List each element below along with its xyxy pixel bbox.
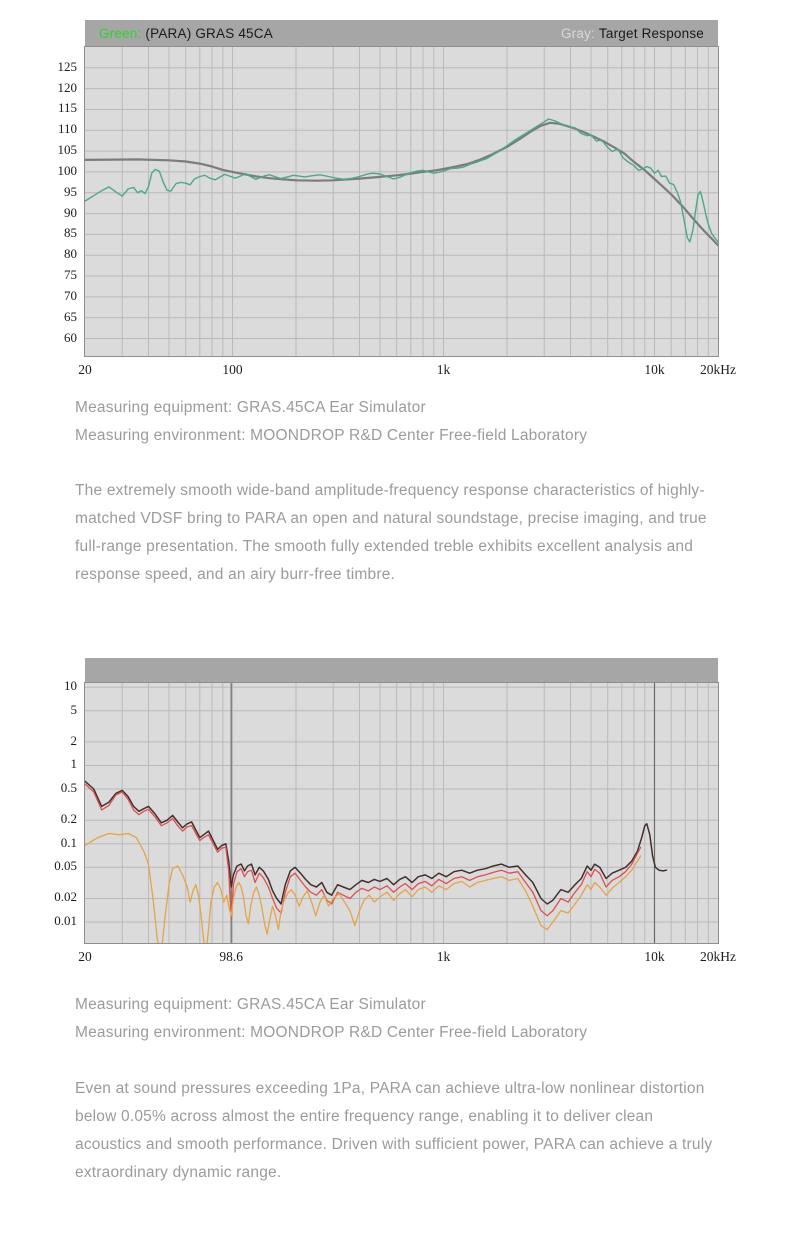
series-thd-low-level bbox=[85, 832, 642, 943]
x-tick-label: 1k bbox=[436, 949, 451, 964]
distortion-paragraph: Even at sound pressures exceeding 1Pa, P… bbox=[75, 1080, 713, 1181]
x-tick-label: 20kHz bbox=[700, 949, 736, 964]
distortion-x-axis: 20 98.6 1k 10k 20kHz bbox=[78, 949, 736, 967]
frequency-response-chart-header: Green: (PARA) GRAS 45CA Gray: Target Res… bbox=[85, 20, 718, 46]
legend-gray-label: Target Response bbox=[594, 25, 704, 41]
series-thd-high-level bbox=[85, 780, 668, 905]
y-tick-label: 2 bbox=[70, 732, 78, 748]
y-tick-label: 110 bbox=[57, 121, 77, 137]
y-tick-label: 60 bbox=[64, 329, 77, 345]
equipment-line: Measuring equipment: GRAS.45CA Ear Simul… bbox=[75, 399, 426, 416]
frequency-response-y-axis: 125 120 115 110 105 100 95 90 85 80 75 70 65 60 bbox=[21, 46, 78, 355]
y-tick-label: 75 bbox=[64, 267, 77, 283]
measurement-caption-1: Measuring equipment: GRAS.45CA Ear Simul… bbox=[75, 394, 735, 450]
x-tick-label: 100 bbox=[222, 362, 243, 377]
y-tick-label: 125 bbox=[57, 58, 78, 74]
y-tick-label: 90 bbox=[64, 204, 77, 220]
series-target-response bbox=[85, 121, 718, 247]
equipment-line: Measuring equipment: GRAS.45CA Ear Simul… bbox=[75, 996, 426, 1013]
x-tick-label: 10k bbox=[644, 362, 665, 377]
environment-line: Measuring environment: MOONDROP R&D Cent… bbox=[75, 1024, 588, 1041]
x-tick-label: 10k bbox=[644, 949, 665, 964]
legend-right: Gray: Target Response bbox=[561, 26, 704, 41]
distortion-plot bbox=[84, 682, 719, 944]
y-tick-label: 0.5 bbox=[60, 780, 77, 796]
distortion-chart-header bbox=[85, 658, 718, 682]
frequency-response-chart: Green: (PARA) GRAS 45CA Gray: Target Res… bbox=[58, 20, 736, 377]
y-tick-label: 65 bbox=[64, 308, 77, 324]
environment-line: Measuring environment: MOONDROP R&D Cent… bbox=[75, 427, 588, 444]
x-tick-label: 20 bbox=[78, 362, 92, 377]
y-tick-label: 105 bbox=[57, 142, 78, 158]
y-tick-label: 70 bbox=[64, 287, 77, 303]
y-tick-label: 100 bbox=[57, 162, 78, 178]
y-tick-label: 0.1 bbox=[60, 834, 77, 850]
y-tick-label: 1 bbox=[70, 756, 78, 772]
y-tick-label: 0.02 bbox=[54, 889, 77, 905]
y-tick-label: 5 bbox=[70, 701, 78, 717]
legend-green-word: Green: bbox=[99, 25, 142, 41]
legend-left: Green: (PARA) GRAS 45CA bbox=[99, 26, 273, 41]
frequency-response-x-axis: 20 100 1k 10k 20kHz bbox=[78, 362, 736, 380]
distortion-chart: 10 5 2 1 0.5 0.2 0.1 0.05 0.02 0.01 20 98.6 1k 10k 20… bbox=[54, 658, 736, 964]
y-tick-label: 0.01 bbox=[54, 913, 77, 929]
y-tick-label: 80 bbox=[64, 246, 77, 262]
legend-gray-word: Gray: bbox=[560, 25, 595, 41]
measurement-caption-2: Measuring equipment: GRAS.45CA Ear Simul… bbox=[75, 991, 735, 1047]
x-tick-label: 98.6 bbox=[219, 949, 243, 964]
y-tick-label: 85 bbox=[64, 225, 77, 241]
series-thd-mid-level bbox=[85, 783, 642, 920]
distortion-y-axis: 10 5 2 1 0.5 0.2 0.1 0.05 0.02 0.01 bbox=[21, 678, 78, 942]
y-tick-label: 95 bbox=[64, 183, 77, 199]
legend-green-label: (PARA) GRAS 45CA bbox=[141, 25, 273, 41]
y-tick-label: 120 bbox=[57, 79, 78, 95]
y-tick-label: 115 bbox=[57, 100, 77, 116]
frequency-response-plot bbox=[84, 46, 719, 357]
x-tick-label: 1k bbox=[436, 362, 451, 377]
y-tick-label: 0.2 bbox=[60, 811, 77, 827]
x-tick-label: 20kHz bbox=[700, 362, 736, 377]
y-tick-label: 10 bbox=[64, 678, 77, 694]
response-paragraph: The extremely smooth wide-band amplitude… bbox=[75, 482, 707, 583]
series--para-gras-45ca bbox=[85, 118, 718, 243]
x-tick-label: 20 bbox=[78, 949, 92, 964]
y-tick-label: 0.05 bbox=[54, 858, 77, 874]
